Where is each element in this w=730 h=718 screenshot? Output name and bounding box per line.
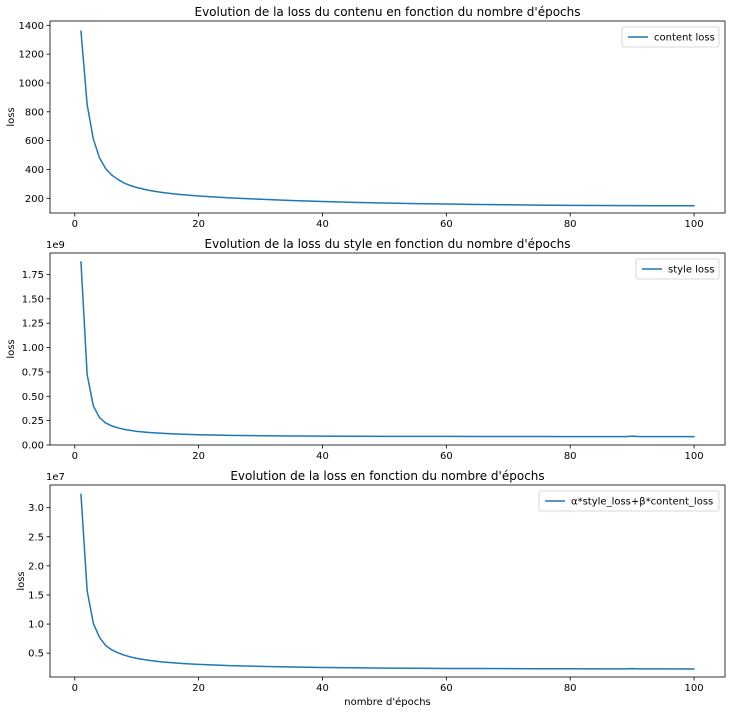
y-tick-label: 0.75 (22, 367, 44, 378)
y-tick-label: 1400 (19, 21, 44, 32)
y-tick-label: 1.75 (22, 270, 44, 281)
y-tick-label: 0.00 (22, 441, 44, 452)
y-tick-label: 3.0 (28, 503, 44, 514)
x-tick-label: 80 (564, 219, 577, 230)
y-tick-label: 2.0 (28, 561, 44, 572)
chart-panel-2: Evolution de la loss du style en fonctio… (6, 237, 726, 462)
y-tick-label: 2.5 (28, 532, 44, 543)
x-axis-label: nombre d'épochs (344, 696, 431, 708)
axes-frame (49, 484, 726, 678)
chart-title: Evolution de la loss du style en fonctio… (205, 237, 571, 251)
x-tick-label: 20 (192, 683, 205, 694)
chart-title: Evolution de la loss du contenu en fonct… (194, 5, 580, 19)
y-tick-label: 1000 (19, 78, 44, 89)
y-offset-label: 1e9 (46, 240, 65, 251)
y-tick-label: 0.5 (28, 649, 44, 660)
chart-panel-3: Evolution de la loss en fonction du nomb… (16, 469, 726, 708)
legend-box (621, 26, 720, 48)
x-tick-label: 80 (564, 451, 577, 462)
x-tick-label: 40 (316, 219, 329, 230)
y-axis-label: loss (6, 107, 17, 126)
axes-frame (49, 252, 726, 446)
y-tick-label: 0.50 (22, 392, 44, 403)
y-tick-label: 0.25 (22, 416, 44, 427)
series-line-1 (80, 30, 695, 207)
x-tick-label: 60 (440, 683, 453, 694)
x-tick-label: 100 (684, 219, 703, 230)
legend: style loss (635, 258, 720, 280)
y-tick-label: 1.50 (22, 294, 44, 305)
y-tick-label: 1200 (19, 50, 44, 61)
axes-frame (49, 20, 726, 214)
y-tick-label: 400 (25, 165, 44, 176)
y-axis-label: loss (16, 571, 27, 590)
x-tick-label: 80 (564, 683, 577, 694)
chart-panel-1: Evolution de la loss du contenu en fonct… (6, 5, 726, 230)
series-line-1 (80, 261, 695, 438)
legend: α*style_loss+β*content_loss (538, 490, 720, 512)
chart-title: Evolution de la loss en fonction du nomb… (230, 469, 544, 483)
legend-label: α*style_loss+β*content_loss (571, 497, 713, 508)
y-tick-label: 800 (25, 107, 44, 118)
series-line-1 (80, 493, 695, 670)
x-tick-label: 20 (192, 219, 205, 230)
x-tick-label: 60 (440, 451, 453, 462)
x-tick-label: 60 (440, 219, 453, 230)
y-offset-label: 1e7 (46, 472, 65, 483)
y-tick-label: 1.25 (22, 319, 44, 330)
x-tick-label: 100 (684, 683, 703, 694)
y-tick-label: 1.00 (22, 343, 44, 354)
y-tick-label: 1.0 (28, 620, 44, 631)
y-tick-label: 600 (25, 136, 44, 147)
x-tick-label: 0 (72, 451, 78, 462)
y-tick-label: 1.5 (28, 590, 44, 601)
x-tick-label: 0 (72, 219, 78, 230)
y-axis-label: loss (6, 339, 17, 358)
legend-box (635, 258, 720, 280)
x-tick-label: 40 (316, 451, 329, 462)
legend-box (538, 490, 720, 512)
y-tick-label: 200 (25, 194, 44, 205)
legend-label: style loss (668, 265, 714, 276)
x-tick-label: 0 (72, 683, 78, 694)
x-tick-label: 40 (316, 683, 329, 694)
x-tick-label: 20 (192, 451, 205, 462)
legend: content loss (621, 26, 720, 48)
x-tick-label: 100 (684, 451, 703, 462)
legend-label: content loss (654, 33, 715, 44)
